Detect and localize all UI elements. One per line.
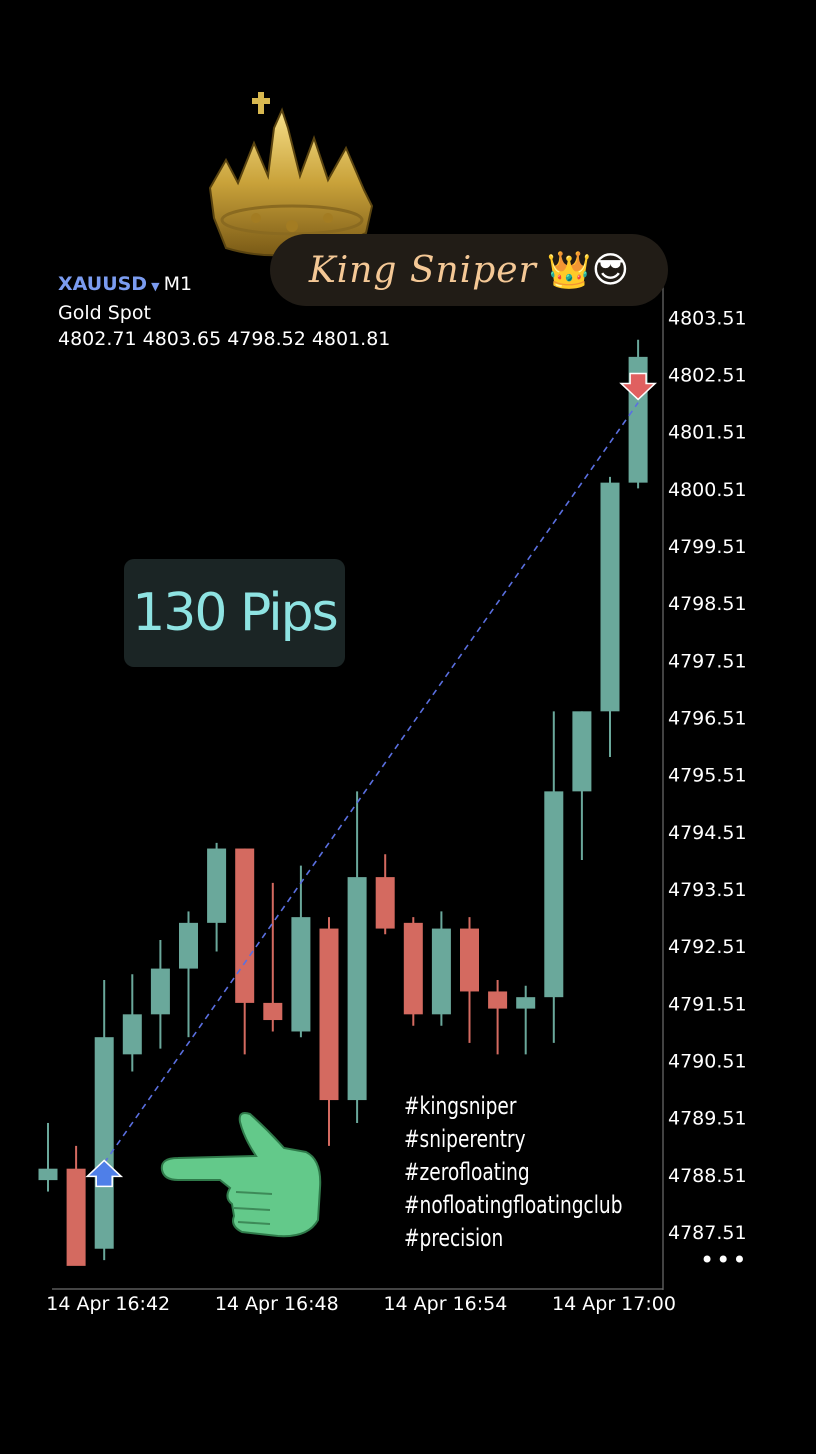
candle-body xyxy=(263,1002,283,1021)
candle-body xyxy=(179,922,198,969)
symbol-header: XAUUSD ▼ M1 Gold Spot 4802.71 4803.65 4798… xyxy=(58,271,390,352)
pointing-hand-icon xyxy=(160,1112,322,1238)
candle-body xyxy=(544,791,564,998)
brand-name: King Sniper xyxy=(308,249,537,291)
candle[interactable] xyxy=(460,917,479,1043)
crown-icon xyxy=(208,92,374,257)
candle-body xyxy=(235,848,255,1003)
pips-badge: 130 Pips xyxy=(124,559,345,667)
time-tick-label: 14 Apr 16:48 xyxy=(215,1293,339,1315)
price-ticks: 4787.51 4788.51 4789.51 4790.51 4791.51 4792.… xyxy=(668,307,747,1244)
candle-body xyxy=(488,991,508,1009)
price-tick-label: 4801.51 xyxy=(668,422,747,444)
candle[interactable] xyxy=(516,985,536,1055)
hashtag[interactable]: #zerofloating xyxy=(404,1158,530,1186)
price-tick-label: 4790.51 xyxy=(668,1050,747,1072)
candle-body xyxy=(66,1168,86,1266)
candle[interactable] xyxy=(544,711,564,1043)
candle-body xyxy=(375,877,395,929)
time-tick-label: 14 Apr 17:00 xyxy=(552,1293,676,1315)
candle[interactable] xyxy=(291,865,311,1038)
candle-body xyxy=(122,1014,142,1055)
candle[interactable] xyxy=(263,882,283,1032)
more-icon[interactable]: ••• xyxy=(700,1246,749,1274)
candles-layer xyxy=(38,339,648,1266)
candle[interactable] xyxy=(403,917,423,1026)
candle-body xyxy=(319,928,339,1101)
symbol-label[interactable]: XAUUSD xyxy=(58,273,148,295)
hashtag[interactable]: #sniperentry xyxy=(404,1125,526,1153)
crown-sunglasses-emoji: 👑😎 xyxy=(546,250,630,291)
candle-body xyxy=(460,928,479,992)
instrument-name: Gold Spot xyxy=(58,302,151,324)
candle-body xyxy=(572,711,592,792)
candle-body xyxy=(347,877,367,1101)
candle[interactable] xyxy=(375,854,395,935)
trend-line[interactable] xyxy=(103,402,639,1164)
candle[interactable] xyxy=(179,911,198,1038)
price-tick-label: 4791.51 xyxy=(668,993,747,1015)
price-tick-label: 4789.51 xyxy=(668,1108,747,1130)
candle[interactable] xyxy=(347,791,367,1123)
candle-body xyxy=(600,482,620,712)
pips-label: 130 Pips xyxy=(132,583,339,643)
price-tick-label: 4797.51 xyxy=(668,650,747,672)
hashtag[interactable]: #kingsniper xyxy=(404,1092,517,1120)
hashtag[interactable]: #precision xyxy=(404,1224,504,1252)
price-tick-label: 4793.51 xyxy=(668,879,747,901)
candle[interactable] xyxy=(600,476,620,758)
ohlc-values: 4802.71 4803.65 4798.52 4801.81 xyxy=(58,328,391,350)
candle[interactable] xyxy=(319,917,339,1146)
trade-markers xyxy=(85,372,657,1188)
brand-banner: King Sniper 👑😎 xyxy=(270,234,668,306)
caret-down-icon[interactable]: ▼ xyxy=(151,280,160,293)
candle-body xyxy=(291,917,311,1032)
sell-arrow-icon[interactable] xyxy=(619,372,657,401)
price-tick-label: 4799.51 xyxy=(668,536,747,558)
candle[interactable] xyxy=(66,1145,86,1266)
price-tick-label: 4803.51 xyxy=(668,307,747,329)
candle-body xyxy=(516,997,536,1009)
price-tick-label: 4796.51 xyxy=(668,707,747,729)
hashtag-list: #kingsniper #sniperentry #zerofloating #… xyxy=(404,1090,658,1255)
candle-body xyxy=(150,968,170,1015)
price-tick-label: 4794.51 xyxy=(668,822,747,844)
candle[interactable] xyxy=(628,339,648,489)
candle[interactable] xyxy=(431,911,451,1026)
time-ticks: 14 Apr 16:42 14 Apr 16:48 14 Apr 16:54 14 A… xyxy=(46,1293,676,1315)
price-tick-label: 4795.51 xyxy=(668,765,747,787)
price-tick-label: 4798.51 xyxy=(668,593,747,615)
price-tick-label: 4800.51 xyxy=(668,479,747,501)
time-tick-label: 14 Apr 16:54 xyxy=(383,1293,507,1315)
candle[interactable] xyxy=(150,940,170,1049)
candle[interactable] xyxy=(207,842,227,952)
candle-body xyxy=(94,1037,114,1249)
trend-layer xyxy=(103,402,639,1164)
price-tick-label: 4792.51 xyxy=(668,936,747,958)
candle[interactable] xyxy=(122,974,142,1072)
candle-body xyxy=(431,928,451,1015)
price-tick-label: 4788.51 xyxy=(668,1165,747,1187)
hashtag[interactable]: #nofloatingfloatingclub xyxy=(404,1191,623,1219)
price-tick-label: 4787.51 xyxy=(668,1222,747,1244)
candle[interactable] xyxy=(572,711,592,860)
candle-body xyxy=(403,922,423,1015)
buy-arrow-icon[interactable] xyxy=(85,1159,124,1188)
time-tick-label: 14 Apr 16:42 xyxy=(46,1293,170,1315)
candle[interactable] xyxy=(235,848,255,1055)
candle-body xyxy=(207,848,227,923)
candle-body xyxy=(38,1168,58,1181)
candle[interactable] xyxy=(38,1122,58,1192)
candle[interactable] xyxy=(488,980,508,1055)
candle[interactable] xyxy=(94,980,114,1261)
price-tick-label: 4802.51 xyxy=(668,364,747,386)
timeframe-label[interactable]: M1 xyxy=(163,273,193,295)
